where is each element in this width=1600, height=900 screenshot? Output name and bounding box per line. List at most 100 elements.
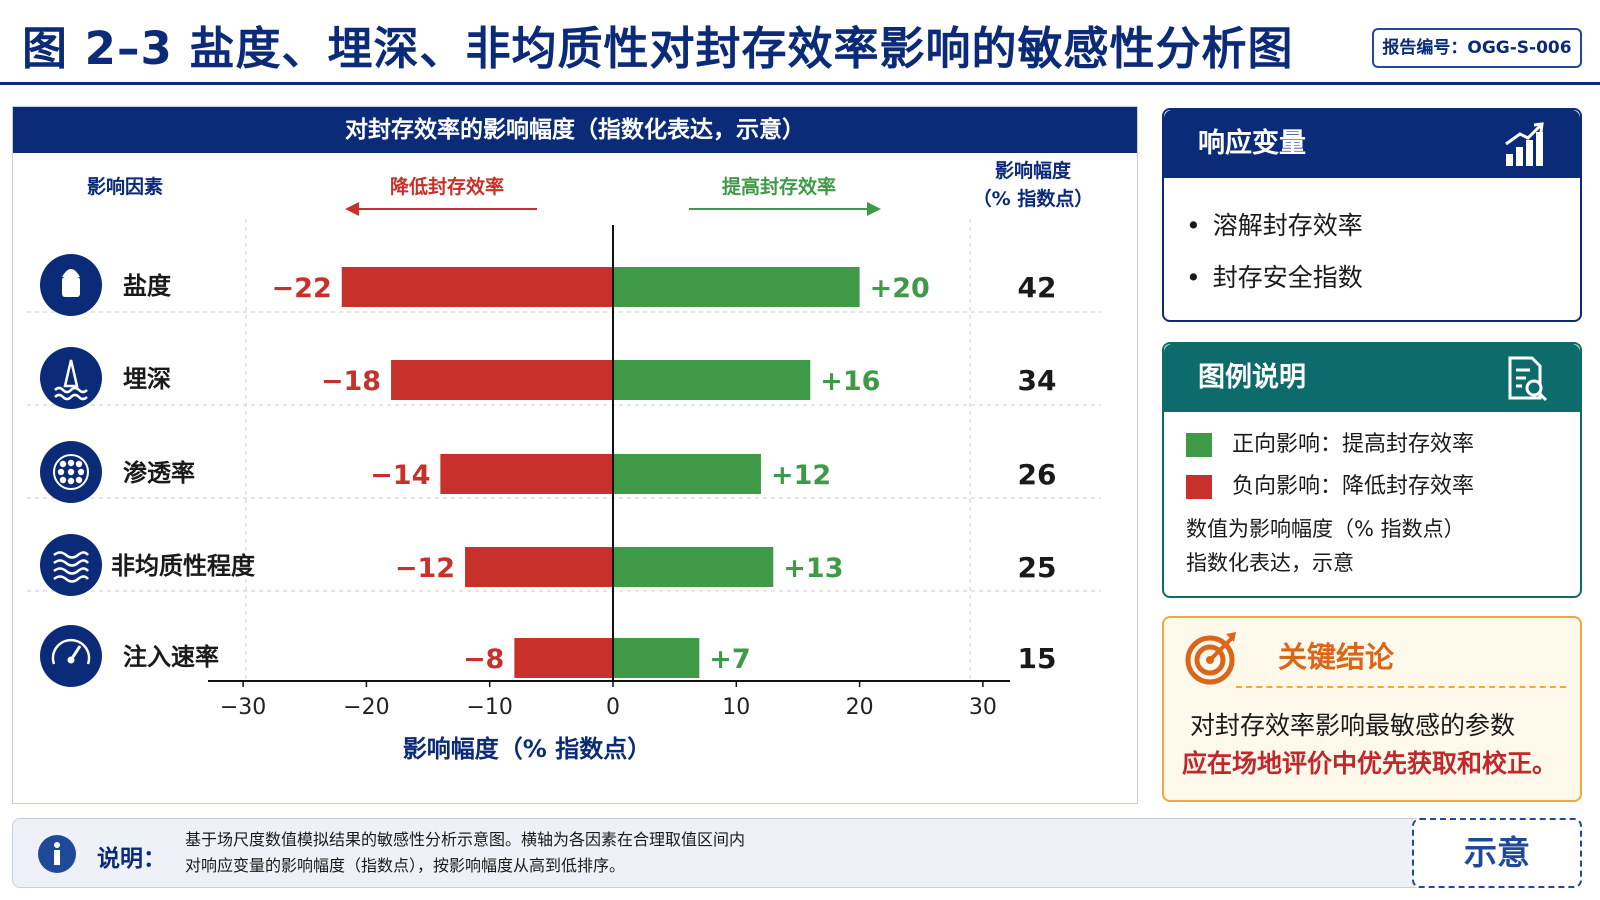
depth-rig-icon <box>40 347 102 409</box>
x-tick-label: 20 <box>846 695 874 720</box>
x-tick-label: 30 <box>969 695 997 720</box>
response-variable-card: 响应变量 溶解封存效率 封存安全指数 <box>1162 108 1582 322</box>
pore-dot <box>59 460 67 468</box>
footer-note-label: 说明： <box>97 846 166 872</box>
page-title: 图 2–3 盐度、埋深、非均质性对封存效率影响的敏感性分析图 <box>22 22 1294 75</box>
legend-negative: 负向影响：降低封存效率 <box>1186 472 1474 502</box>
pore-dot <box>67 477 75 485</box>
x-tick-label: −30 <box>220 695 266 720</box>
data-label-negative: −22 <box>272 273 332 304</box>
schematic-stamp: 示意 <box>1412 818 1582 888</box>
factor-label: 埋深 <box>123 365 171 393</box>
right-arrow-icon <box>867 202 881 216</box>
list-item: 封存安全指数 <box>1186 252 1580 304</box>
x-tick-label: 10 <box>722 695 750 720</box>
legend-positive-label: 正向影响：提高封存效率 <box>1232 432 1475 457</box>
bar-negative <box>391 360 613 400</box>
data-label-negative: −12 <box>395 553 455 584</box>
data-label-negative: −14 <box>370 460 430 491</box>
data-label-positive: +7 <box>709 644 750 675</box>
x-tick-label: 0 <box>606 695 620 720</box>
porous-rock-outline <box>53 454 89 490</box>
magnitude-value: 42 <box>1018 271 1057 304</box>
factor-column-header: 影响因素 <box>87 175 163 198</box>
pore-dot <box>77 468 85 476</box>
left-arrow-icon <box>345 202 359 216</box>
x-tick-label: −10 <box>466 695 512 720</box>
x-axis-title: 影响幅度（% 指数点） <box>403 735 651 763</box>
conclusion-title: 关键结论 <box>1278 640 1395 674</box>
data-label-positive: +16 <box>820 366 880 397</box>
bar-positive <box>613 638 700 678</box>
magnitude-value: 15 <box>1018 642 1057 675</box>
magnitude-column-unit: （% 指数点） <box>973 187 1094 210</box>
bar-negative <box>440 454 613 494</box>
conclusion-text: 对封存效率影响最敏感的参数 <box>1190 711 1516 740</box>
conclusion-emphasis: 应在场地评价中优先获取和校正。 <box>1182 749 1558 778</box>
bar-negative <box>341 267 613 307</box>
pore-dot <box>67 459 75 467</box>
info-icon <box>38 835 76 873</box>
document-search-icon <box>1508 356 1548 402</box>
factor-label: 渗透率 <box>123 459 195 487</box>
response-card-header: 响应变量 <box>1164 110 1580 178</box>
bar-positive <box>613 267 860 307</box>
layer-line <box>53 567 89 575</box>
bar-negative <box>465 547 613 587</box>
legend-note-line: 数值为影响幅度（% 指数点） <box>1186 517 1465 541</box>
legend-card-header: 图例说明 <box>1164 344 1580 412</box>
depth-wave <box>54 386 88 394</box>
gauge-hub <box>67 656 75 664</box>
factor-label: 注入速率 <box>123 643 219 671</box>
legend-swatch-positive <box>1186 433 1212 457</box>
legend-card: 图例说明 正向影响：提高封存效率 负向影响：降低封存效率 数值为影响幅度（% 指… <box>1162 342 1582 598</box>
response-card-title: 响应变量 <box>1198 128 1306 159</box>
conclusion-divider <box>1236 686 1566 688</box>
salt-shaker-cap <box>62 269 80 277</box>
pore-dot <box>67 468 75 476</box>
magnitude-value: 34 <box>1018 364 1057 397</box>
pore-dot <box>57 468 65 476</box>
legend-note-line: 指数化表达，示意 <box>1186 551 1354 575</box>
gauge-arc <box>51 638 91 665</box>
bar-positive <box>613 547 774 587</box>
negative-direction-label: 降低封存效率 <box>390 175 504 198</box>
pore-dot <box>75 476 83 484</box>
depth-wave <box>54 393 88 401</box>
positive-direction-label: 提高封存效率 <box>722 175 836 198</box>
magnitude-value: 25 <box>1018 551 1057 584</box>
legend-swatch-negative <box>1186 475 1212 499</box>
header-divider <box>0 82 1600 85</box>
data-label-positive: +12 <box>771 460 831 491</box>
data-label-positive: +13 <box>783 553 843 584</box>
page-header: 图 2–3 盐度、埋深、非均质性对封存效率影响的敏感性分析图 报告编号：OGG-… <box>0 0 1600 86</box>
footer-note-text: 基于场尺度数值模拟结果的敏感性分析示意图。横轴为各因素在合理取值区间内 对响应变… <box>185 827 745 879</box>
data-label-negative: −8 <box>463 644 504 675</box>
depth-rig-tower <box>63 359 79 388</box>
x-tick-label: −20 <box>343 695 389 720</box>
layer-line <box>53 559 89 567</box>
legend-positive: 正向影响：提高封存效率 <box>1186 430 1474 460</box>
bar-chart-rising-icon <box>1505 122 1544 166</box>
legend-negative-label: 负向影响：降低封存效率 <box>1232 474 1475 499</box>
salt-shaker-body <box>62 277 80 297</box>
bar-positive <box>613 360 811 400</box>
factor-label: 非均质性程度 <box>111 552 256 580</box>
pore-dot <box>75 460 83 468</box>
layer-line <box>53 575 89 583</box>
magnitude-value: 26 <box>1018 458 1057 491</box>
response-variable-list: 溶解封存效率 封存安全指数 <box>1164 178 1580 304</box>
footer-note-bar: 说明： 基于场尺度数值模拟结果的敏感性分析示意图。横轴为各因素在合理取值区间内 … <box>12 818 1582 888</box>
bar-negative <box>514 638 613 678</box>
pore-dot <box>59 476 67 484</box>
data-label-negative: −18 <box>321 366 381 397</box>
data-label-positive: +20 <box>870 273 930 304</box>
chart-title: 对封存效率的影响幅度（指数化表达，示意） <box>13 107 1137 153</box>
chart-panel: 影响因素 降低封存效率 提高封存效率 影响幅度 （% 指数点） 盐度 −22 +20 42 埋深 −… <box>12 106 1138 804</box>
footer-note-line: 基于场尺度数值模拟结果的敏感性分析示意图。横轴为各因素在合理取值区间内 <box>185 830 746 849</box>
layer-line <box>53 551 89 559</box>
magnitude-column-header: 影响幅度 <box>995 159 1072 182</box>
legend-note: 数值为影响幅度（% 指数点） 指数化表达，示意 <box>1186 512 1465 580</box>
bar-positive <box>613 454 761 494</box>
